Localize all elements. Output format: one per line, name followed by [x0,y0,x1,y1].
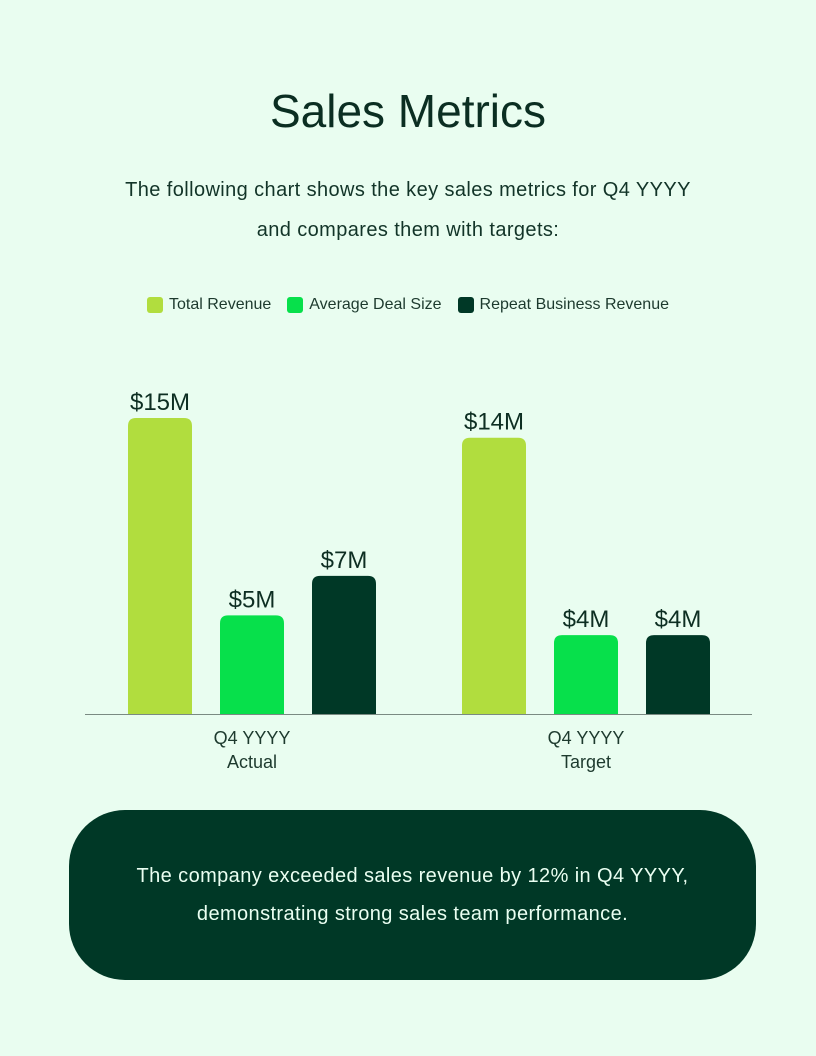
x-tick-label: Q4 YYYY [548,728,625,748]
bar [312,575,376,714]
bar [554,635,618,714]
bar [462,437,526,714]
bar [220,615,284,714]
legend-label: Total Revenue [169,296,272,313]
legend-item-repeat-business-revenue: Repeat Business Revenue [457,296,669,314]
summary-callout: The company exceeded sales revenue by 12… [69,810,756,980]
legend-swatch [287,297,304,313]
data-label: $7M [321,547,368,574]
data-label: $5M [229,586,276,613]
data-label: $14M [464,409,524,436]
bar-chart: $15M $14M $5M $4M $7M $4M Q4 YYYY Actual Q4 YYYY… [85,389,752,772]
x-tick-label: Q4 YYYY [214,728,291,748]
page-subtitle: The following chart shows the key sales … [125,179,691,241]
legend-swatch [457,297,474,313]
legend-item-average-deal-size: Average Deal Size [287,296,442,314]
legend-label: Repeat Business Revenue [479,296,669,313]
bar [128,418,192,714]
chart-legend: Total Revenue Average Deal Size Repeat B… [0,296,816,314]
legend-swatch [147,297,163,313]
legend-item-total-revenue: Total Revenue [147,296,271,314]
data-label: $4M [655,606,702,633]
summary-text: The company exceeded sales revenue by 12… [136,865,689,925]
bar [646,635,710,714]
x-tick-label: Actual [227,752,277,772]
data-label: $4M [563,606,610,633]
page-title: Sales Metrics [269,85,547,137]
data-label: $15M [130,389,190,416]
legend-label: Average Deal Size [309,296,442,313]
x-tick-label: Target [561,752,611,772]
